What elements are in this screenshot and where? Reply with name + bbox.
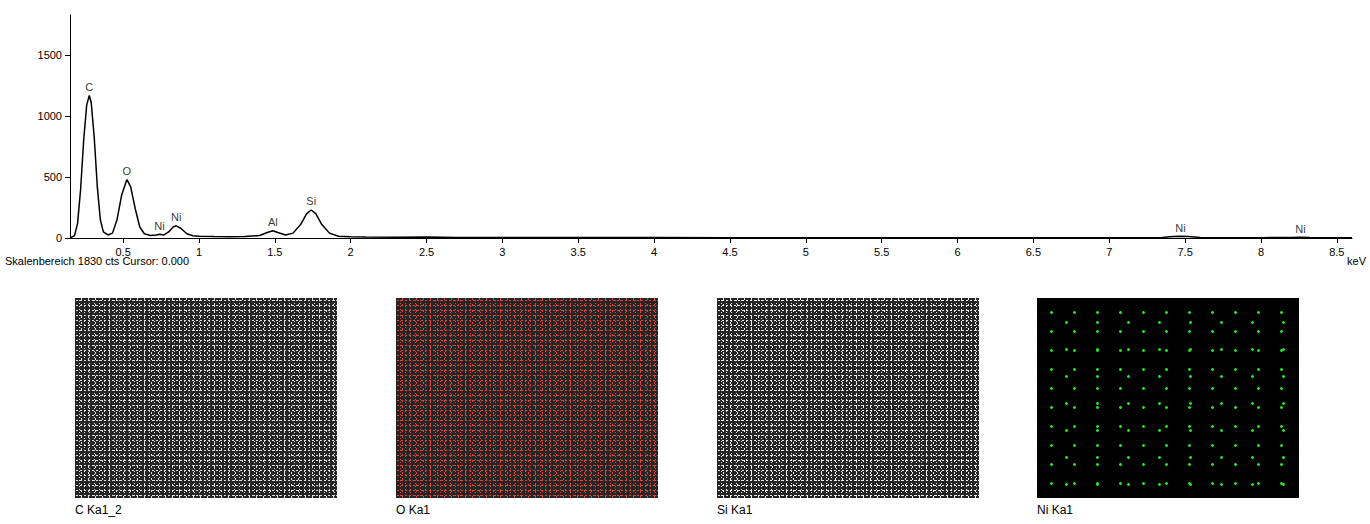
svg-text:0.5: 0.5 xyxy=(115,246,130,258)
svg-text:4.5: 4.5 xyxy=(722,246,737,258)
svg-text:2: 2 xyxy=(348,246,354,258)
svg-text:6: 6 xyxy=(954,246,960,258)
svg-text:6.5: 6.5 xyxy=(1026,246,1041,258)
svg-text:3: 3 xyxy=(499,246,505,258)
svg-text:1: 1 xyxy=(196,246,202,258)
svg-text:7: 7 xyxy=(1106,246,1112,258)
svg-text:Ni: Ni xyxy=(171,211,181,223)
svg-text:8.5: 8.5 xyxy=(1329,246,1344,258)
svg-text:500: 500 xyxy=(44,171,62,183)
svg-text:Ni: Ni xyxy=(154,220,164,232)
svg-text:Si: Si xyxy=(306,195,316,207)
svg-text:4: 4 xyxy=(651,246,657,258)
svg-text:0: 0 xyxy=(56,232,62,244)
svg-text:5: 5 xyxy=(803,246,809,258)
svg-text:O: O xyxy=(123,165,132,177)
svg-text:Ni: Ni xyxy=(1295,223,1305,235)
html-text:O Ka1: O Ka1 xyxy=(396,503,430,517)
svg-text:2.5: 2.5 xyxy=(419,246,434,258)
svg-text:5.5: 5.5 xyxy=(874,246,889,258)
html-text:Ni Ka1: Ni Ka1 xyxy=(1037,503,1073,517)
svg-text:Al: Al xyxy=(268,216,278,228)
svg-text:Ni: Ni xyxy=(1175,222,1185,234)
svg-text:8: 8 xyxy=(1258,246,1264,258)
svg-text:7.5: 7.5 xyxy=(1177,246,1192,258)
svg-text:1.5: 1.5 xyxy=(267,246,282,258)
svg-text:1000: 1000 xyxy=(38,110,62,122)
svg-text:Skalenbereich 1830 cts Cursor:: Skalenbereich 1830 cts Cursor: 0.000 xyxy=(5,255,189,267)
html-text:Si Ka1: Si Ka1 xyxy=(717,503,753,517)
svg-text:1500: 1500 xyxy=(38,49,62,61)
svg-text:3.5: 3.5 xyxy=(571,246,586,258)
svg-text:C: C xyxy=(85,81,93,93)
svg-text:keV: keV xyxy=(1347,255,1367,267)
html-text:C Ka1_2: C Ka1_2 xyxy=(75,503,122,517)
